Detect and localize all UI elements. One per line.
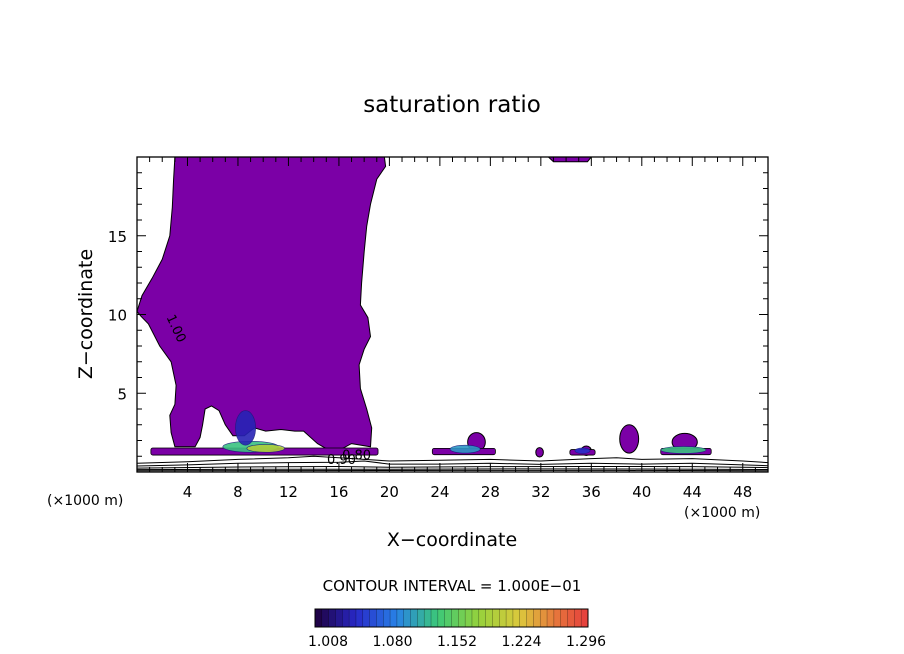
colorbar-swatch (506, 609, 514, 627)
colorbar-swatch (396, 609, 405, 627)
colorbar-swatch (369, 609, 377, 627)
colorbar-swatch (485, 609, 493, 627)
x-tick-label: 44 (683, 483, 702, 501)
colorbar-swatch (349, 609, 357, 627)
colorbar-swatch (390, 609, 398, 627)
contour-label: 0.80 (342, 448, 371, 463)
supersaturated-blob (535, 447, 544, 458)
x-tick-label: 20 (380, 483, 399, 501)
colorbar-swatch (465, 609, 473, 627)
x-tick-label: 12 (279, 483, 298, 501)
x-unit-left: (×1000 m) (47, 493, 123, 509)
contour-interval: CONTOUR INTERVAL = 1.000E−01 (323, 577, 582, 595)
contour-line (137, 460, 768, 467)
x-tick-label: 36 (582, 483, 601, 501)
colorbar-swatch (431, 609, 439, 627)
colorbar-swatch (362, 609, 370, 627)
colorbar-swatch (526, 609, 534, 627)
supersaturated-blob (619, 424, 640, 454)
colorbar-swatch (471, 609, 480, 627)
colorbar-swatch (519, 609, 527, 627)
colorbar-swatch (321, 609, 329, 627)
chart-title: saturation ratio (363, 92, 541, 118)
colorbar-label: 1.224 (501, 634, 541, 650)
colorbar-swatch (567, 609, 575, 627)
colorbar-swatch (403, 609, 411, 627)
high-saturation-spot (235, 410, 256, 446)
contour-line (137, 455, 768, 464)
colorbar-swatch (328, 609, 336, 627)
y-tick-label: 15 (108, 228, 127, 246)
colorbar-swatch (444, 609, 452, 627)
colorbar-swatch (458, 609, 466, 627)
plot-fill-layer (137, 157, 712, 458)
y-tick-label: 5 (117, 385, 127, 403)
colorbar-swatch (499, 609, 507, 627)
colorbar-swatch (451, 609, 459, 627)
colorbar-swatch (581, 609, 589, 627)
high-saturation-spot (574, 447, 591, 454)
contour-label: 0.90 (327, 453, 356, 468)
colorbar-swatch (417, 609, 425, 627)
colorbar-frame (314, 608, 589, 628)
colorbar-swatch (424, 609, 432, 627)
x-tick-label: 40 (632, 483, 651, 501)
x-tick-label: 28 (481, 483, 500, 501)
x-axis-label: X−coordinate (387, 529, 517, 551)
colorbar-swatch (492, 609, 500, 627)
colorbar-swatch (547, 609, 555, 627)
colorbar-swatch (376, 609, 384, 627)
supersaturated-region-top (547, 157, 592, 163)
colorbar-swatch (540, 609, 548, 627)
colorbar-swatch (512, 609, 521, 627)
x-tick-label: 4 (183, 483, 193, 501)
high-saturation-spot (660, 446, 707, 454)
high-saturation-spot (246, 444, 285, 453)
colorbar-label: 1.008 (308, 634, 348, 650)
x-tick-label: 32 (531, 483, 550, 501)
x-tick-label: 8 (233, 483, 243, 501)
colorbar-swatch (342, 609, 350, 627)
colorbar-swatch (437, 609, 445, 627)
x-unit-right: (×1000 m) (684, 505, 760, 521)
colorbar-swatch (315, 609, 323, 627)
colorbar-swatch (574, 609, 582, 627)
colorbar-label: 1.296 (566, 634, 606, 650)
colorbar-swatch (553, 609, 561, 627)
colorbar-labels-layer: 1.008 1.080 1.152 1.224 1.296 (308, 634, 606, 650)
colorbar-label: 1.080 (372, 634, 412, 650)
supersaturated-region-main (137, 157, 387, 454)
high-saturation-spot (449, 444, 481, 454)
colorbar-swatch (410, 609, 418, 627)
colorbar-label: 1.152 (437, 634, 477, 650)
colorbar-swatch (478, 609, 486, 627)
x-tick-label: 16 (329, 483, 348, 501)
colorbar-swatch (383, 609, 391, 627)
y-tick-label: 10 (108, 307, 127, 325)
x-tick-label: 48 (733, 483, 752, 501)
axis-ticks-layer (137, 157, 768, 472)
colorbar-swatch (335, 609, 343, 627)
colorbar-swatch (355, 609, 364, 627)
colorbar-swatch (560, 609, 568, 627)
colorbar-swatch (533, 609, 541, 627)
x-tick-label: 24 (430, 483, 449, 501)
y-axis-label: Z−coordinate (75, 249, 97, 379)
colorbar (314, 609, 589, 627)
